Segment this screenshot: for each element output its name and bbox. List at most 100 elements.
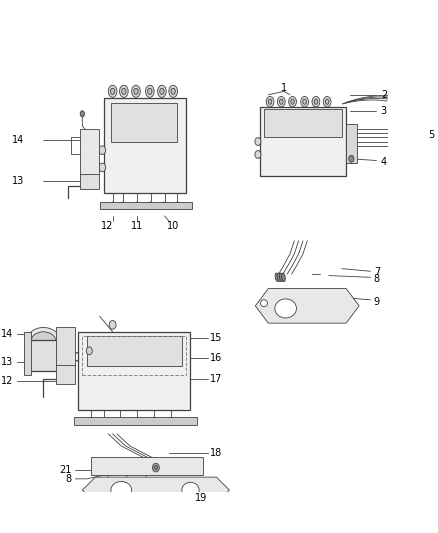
Text: 11: 11: [131, 221, 143, 231]
Text: 13: 13: [1, 357, 13, 367]
Ellipse shape: [152, 463, 159, 472]
Text: 8: 8: [66, 474, 72, 484]
Ellipse shape: [108, 85, 117, 98]
Ellipse shape: [99, 163, 106, 172]
Ellipse shape: [261, 300, 268, 306]
Bar: [111, 102, 177, 141]
Bar: [80, 174, 99, 189]
Bar: [78, 332, 191, 410]
Ellipse shape: [86, 347, 92, 355]
Bar: [57, 327, 75, 366]
Text: 19: 19: [195, 493, 207, 503]
Ellipse shape: [323, 96, 331, 107]
Ellipse shape: [84, 348, 89, 354]
Ellipse shape: [275, 299, 297, 318]
Ellipse shape: [291, 99, 294, 104]
Ellipse shape: [119, 494, 124, 500]
Ellipse shape: [88, 417, 94, 424]
Text: 16: 16: [210, 353, 223, 363]
Text: 21: 21: [60, 465, 72, 475]
Text: 18: 18: [210, 448, 223, 458]
Ellipse shape: [110, 202, 115, 209]
Text: 14: 14: [12, 135, 25, 145]
Ellipse shape: [134, 417, 139, 424]
Bar: [25, 332, 31, 375]
Ellipse shape: [275, 273, 279, 281]
Text: 2: 2: [381, 90, 387, 100]
Text: 17: 17: [210, 374, 223, 384]
Ellipse shape: [325, 99, 329, 104]
Bar: [80, 128, 99, 176]
Bar: [99, 202, 192, 209]
Ellipse shape: [154, 465, 158, 470]
Text: 8: 8: [374, 274, 380, 284]
Bar: [260, 107, 346, 176]
Ellipse shape: [27, 327, 60, 353]
Text: 14: 14: [1, 328, 13, 338]
Text: 13: 13: [12, 176, 25, 187]
Ellipse shape: [138, 494, 142, 500]
Text: 9: 9: [374, 296, 380, 306]
Ellipse shape: [122, 88, 126, 94]
Ellipse shape: [266, 96, 274, 107]
Ellipse shape: [314, 99, 318, 104]
Ellipse shape: [169, 417, 174, 424]
Ellipse shape: [160, 88, 164, 94]
Ellipse shape: [289, 96, 297, 107]
Ellipse shape: [31, 332, 56, 349]
Ellipse shape: [120, 85, 128, 98]
Ellipse shape: [111, 481, 132, 499]
Ellipse shape: [175, 202, 180, 209]
Ellipse shape: [268, 99, 272, 104]
Ellipse shape: [282, 273, 285, 281]
Ellipse shape: [255, 138, 261, 146]
Ellipse shape: [303, 99, 306, 104]
Ellipse shape: [162, 202, 167, 209]
Ellipse shape: [120, 202, 126, 209]
Ellipse shape: [109, 320, 116, 329]
Ellipse shape: [277, 96, 285, 107]
Bar: [346, 124, 357, 163]
Text: 1: 1: [281, 83, 287, 93]
Bar: [74, 417, 197, 425]
Ellipse shape: [134, 88, 138, 94]
Bar: [264, 109, 342, 137]
Ellipse shape: [312, 96, 320, 107]
Bar: [30, 341, 57, 371]
Ellipse shape: [158, 85, 166, 98]
Text: 10: 10: [167, 221, 179, 231]
Ellipse shape: [134, 202, 139, 209]
Bar: [104, 98, 186, 193]
Ellipse shape: [169, 85, 177, 98]
Ellipse shape: [277, 273, 281, 281]
Bar: [91, 457, 203, 474]
Bar: [87, 336, 182, 366]
Text: 12: 12: [1, 376, 13, 386]
Polygon shape: [255, 288, 359, 323]
Ellipse shape: [100, 494, 104, 500]
Ellipse shape: [349, 155, 354, 162]
Ellipse shape: [145, 85, 154, 98]
Polygon shape: [82, 477, 230, 503]
Ellipse shape: [152, 417, 157, 424]
Bar: [82, 336, 186, 375]
Ellipse shape: [279, 99, 283, 104]
Text: 3: 3: [381, 106, 387, 116]
Ellipse shape: [148, 88, 152, 94]
Ellipse shape: [182, 482, 199, 498]
Text: 4: 4: [381, 157, 387, 167]
Ellipse shape: [301, 96, 308, 107]
Text: 12: 12: [101, 221, 113, 231]
Ellipse shape: [110, 88, 115, 94]
Ellipse shape: [171, 88, 175, 94]
Ellipse shape: [99, 146, 106, 155]
Text: 5: 5: [428, 130, 434, 140]
Ellipse shape: [101, 417, 106, 424]
Ellipse shape: [117, 417, 122, 424]
Text: 15: 15: [210, 333, 223, 343]
Ellipse shape: [279, 273, 283, 281]
Ellipse shape: [132, 85, 140, 98]
Ellipse shape: [80, 111, 85, 117]
Text: 7: 7: [374, 267, 380, 277]
Text: 6: 6: [437, 156, 438, 166]
